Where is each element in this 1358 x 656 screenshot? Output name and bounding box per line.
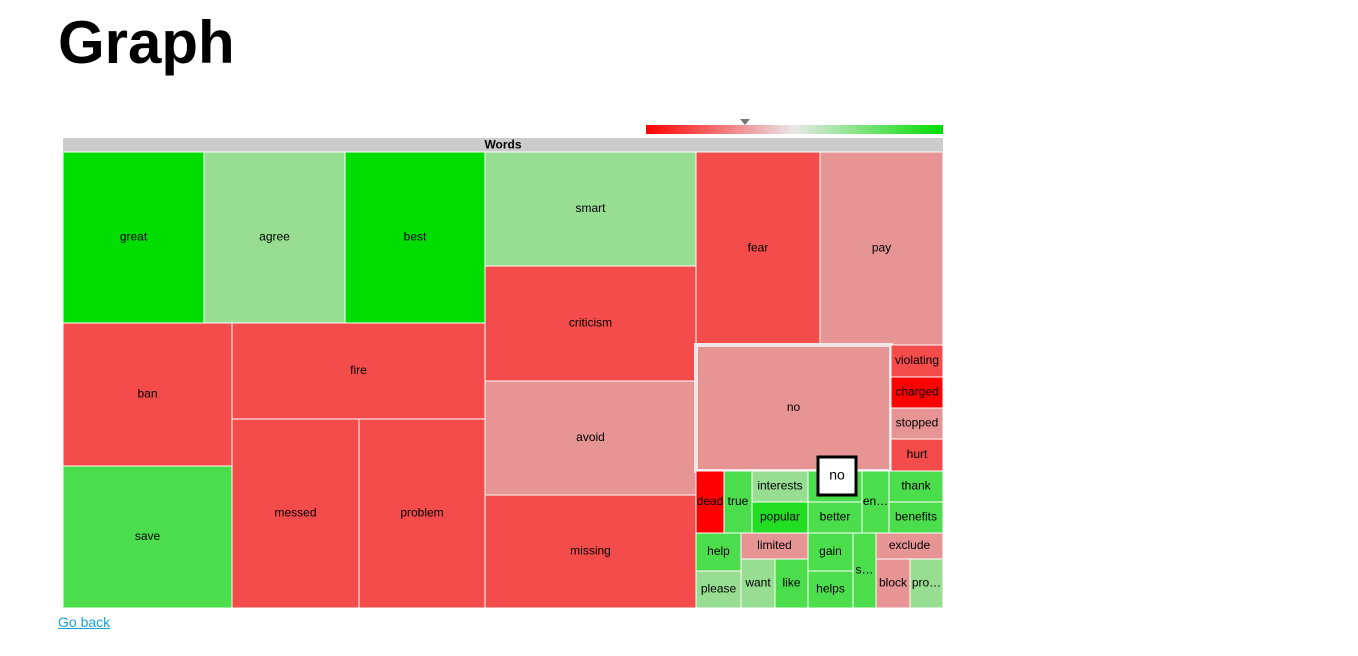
cell-label: dead (697, 494, 724, 508)
treemap-cell[interactable] (62, 465, 233, 609)
treemap-cell[interactable] (875, 558, 911, 609)
treemap-cell[interactable] (695, 570, 742, 609)
page-title: Graph (58, 9, 235, 76)
treemap-cell[interactable] (751, 501, 809, 534)
go-back-link[interactable]: Go back (58, 614, 111, 630)
cell-label: smart (576, 201, 607, 215)
treemap-cell[interactable] (890, 344, 944, 378)
cell-label: agree (259, 230, 290, 244)
cell-label: missing (570, 544, 611, 558)
treemap-cell[interactable] (231, 322, 486, 420)
cell-label: popular (760, 510, 800, 524)
cell-label: please (701, 582, 737, 596)
cell-label: stopped (896, 416, 939, 430)
cell-label: hurt (907, 447, 928, 461)
cell-label: no (787, 400, 801, 414)
treemap-cell[interactable] (890, 438, 944, 472)
treemap-cell[interactable] (695, 470, 725, 534)
color-scale (646, 125, 943, 134)
cell-label: true (728, 494, 749, 508)
cell-label: want (744, 576, 771, 590)
cell-label: ban (137, 387, 157, 401)
cell-label: great (120, 230, 148, 244)
treemap-cell[interactable] (695, 532, 742, 572)
cell-label: helps (816, 582, 845, 596)
header-bar[interactable] (63, 138, 943, 152)
cell-label: save (135, 529, 161, 543)
treemap-cell[interactable] (819, 151, 944, 346)
cell-label: limited (757, 538, 792, 552)
cell-label: thank (901, 479, 931, 493)
tooltip-text: no (829, 467, 845, 483)
cell-label: help (707, 544, 730, 558)
treemap-cell[interactable] (888, 501, 944, 534)
cell-label: en… (863, 494, 888, 508)
scale-marker (740, 119, 750, 125)
cell-label: problem (400, 506, 443, 520)
treemap-cell[interactable] (807, 501, 863, 534)
cell-label: benefits (895, 510, 937, 524)
cell-label: fire (350, 363, 367, 377)
cell-label: better (820, 510, 851, 524)
cell-label: messed (274, 506, 316, 520)
cell-label: block (879, 576, 908, 590)
cell-label: fear (748, 241, 769, 255)
cell-label: interests (757, 479, 802, 493)
treemap-cell[interactable] (909, 558, 944, 609)
cell-label: pro… (912, 576, 941, 590)
treemap-cell[interactable] (484, 494, 697, 609)
cell-label: avoid (576, 430, 605, 444)
treemap-cell[interactable] (861, 470, 890, 534)
treemap-cell[interactable] (807, 532, 854, 572)
cell-label: criticism (569, 316, 612, 330)
treemap-cell[interactable] (62, 151, 205, 324)
treemap-cell[interactable] (358, 418, 486, 609)
cell-label: gain (819, 544, 842, 558)
root-label: Words (484, 138, 521, 152)
cell-label: pay (872, 241, 891, 255)
cell-label: like (782, 576, 800, 590)
cell-label: exclude (889, 538, 931, 552)
treemap-cell[interactable] (62, 322, 233, 467)
cell-label: s… (856, 563, 874, 577)
cell-label: best (404, 230, 427, 244)
cell-label: violating (895, 353, 939, 367)
treemap-cell[interactable] (807, 570, 854, 609)
treemap-cell[interactable] (231, 418, 360, 609)
tooltip-box (816, 455, 858, 497)
treemap-cell[interactable] (740, 558, 776, 609)
treemap-cell[interactable] (751, 470, 809, 503)
treemap-cell[interactable] (890, 407, 944, 440)
cell-label: charged (895, 385, 938, 399)
treemap-cell[interactable] (695, 151, 821, 346)
treemap-cell[interactable] (890, 376, 944, 409)
